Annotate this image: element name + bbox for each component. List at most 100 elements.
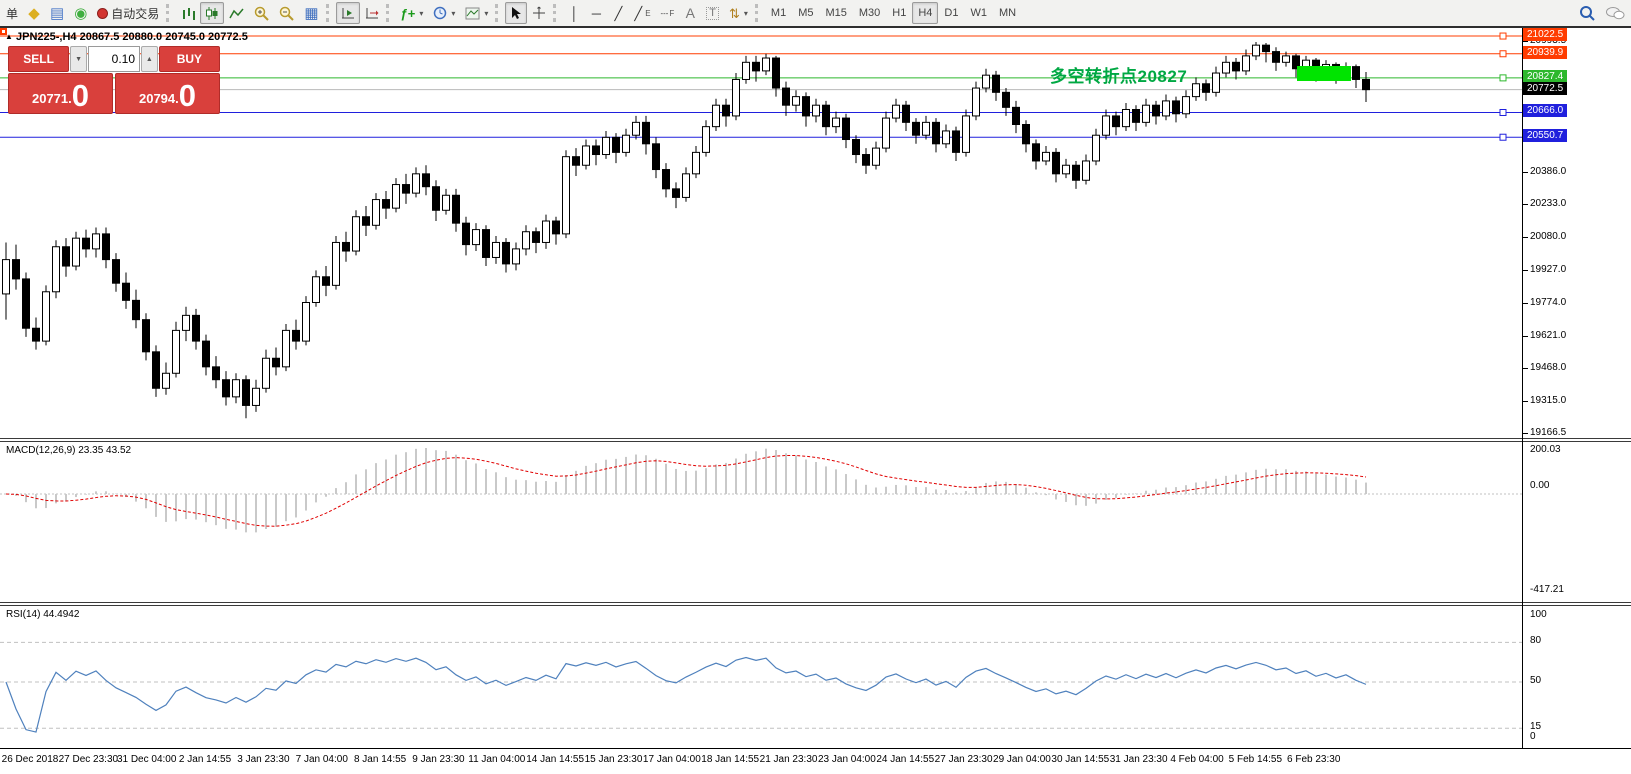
arrows-button[interactable]: ⇅ ▾ xyxy=(724,2,753,24)
rsi-axis-tick: 100 xyxy=(1530,609,1547,620)
macd-chart-canvas[interactable] xyxy=(0,442,1522,602)
pane-splitter[interactable] xyxy=(0,438,1631,442)
metaeditor-button[interactable]: ◆ xyxy=(23,2,45,24)
candlestick-chart-icon xyxy=(206,6,218,20)
sell-button[interactable]: SELL xyxy=(8,46,70,72)
rsi-label: RSI(14) 44.4942 xyxy=(6,609,80,620)
price-chart-canvas[interactable] xyxy=(0,28,1522,438)
arrows-icon: ⇅ xyxy=(729,5,740,21)
autotrading-button[interactable]: 自动交易 xyxy=(92,2,164,24)
sell-price-box[interactable]: 20771. 0 xyxy=(8,73,113,114)
zoom-out-button[interactable] xyxy=(274,2,299,24)
time-axis-label: 27 Jan 23:30 xyxy=(934,754,993,765)
macd-label: MACD(12,26,9) 23.35 43.52 xyxy=(6,445,132,456)
time-axis-label: 31 Jan 23:30 xyxy=(1109,754,1168,765)
timeframe-m30-button[interactable]: M30 xyxy=(853,2,886,24)
trend-line-icon: ╱ xyxy=(614,5,623,21)
crosshair-button[interactable] xyxy=(527,2,551,24)
data-window-icon: ▤ xyxy=(50,4,65,22)
data-window-button[interactable]: ▤ xyxy=(45,2,69,24)
time-axis-label: 18 Jan 14:55 xyxy=(701,754,760,765)
chart-annotation-text: 多空转折点20827 xyxy=(1050,67,1188,86)
price-tick: 19166.5 xyxy=(1522,427,1567,439)
navigator-button[interactable]: ◉ xyxy=(69,2,92,24)
timeframe-h4-button[interactable]: H4 xyxy=(912,2,939,24)
price-tick: 19927.0 xyxy=(1522,263,1567,275)
buy-button[interactable]: BUY xyxy=(158,46,220,72)
price-tick: 20080.0 xyxy=(1522,231,1567,243)
timeframe-h1-button[interactable]: H1 xyxy=(886,2,912,24)
channel-letter: E xyxy=(645,8,651,18)
zoom-in-icon xyxy=(255,6,270,21)
toolbar-grip xyxy=(553,4,559,22)
chart-shift-button[interactable] xyxy=(360,2,384,24)
chart-window: ▲ JPN225-,H4 20867.5 20880.0 20745.0 207… xyxy=(0,28,1631,774)
clock-icon xyxy=(434,6,447,20)
indicators-button[interactable]: ƒ+ ▾ xyxy=(396,2,429,24)
zoom-in-button[interactable] xyxy=(249,2,274,24)
time-axis-label: 29 Jan 04:00 xyxy=(993,754,1051,765)
toolbar-grip xyxy=(754,4,761,22)
text-button[interactable]: A xyxy=(679,2,701,24)
price-axis[interactable]: 20993.520386.020233.020080.019927.019774… xyxy=(1522,28,1631,748)
new-order-button[interactable]: 单 xyxy=(1,2,23,24)
current-price-label: 20772.5 xyxy=(1523,81,1568,95)
timeframe-w1-button[interactable]: W1 xyxy=(964,2,993,24)
timeframe-d1-button[interactable]: D1 xyxy=(938,2,964,24)
rsi-axis-tick: 15 xyxy=(1530,721,1542,733)
toolbar-grip xyxy=(495,4,501,22)
time-axis-label: 21 Jan 23:30 xyxy=(759,754,818,765)
timeframe-mn-button[interactable]: MN xyxy=(993,2,1022,24)
bar-chart-icon xyxy=(183,7,196,20)
buy-price-box[interactable]: 20794. 0 xyxy=(115,73,220,114)
level-price-label: 21022.5 xyxy=(1523,28,1568,42)
bar-chart-button[interactable] xyxy=(176,2,200,24)
time-axis-label: 3 Jan 23:30 xyxy=(237,754,290,765)
crosshair-icon xyxy=(533,6,546,19)
timeframe-m5-button[interactable]: M5 xyxy=(792,2,819,24)
autotrading-icon xyxy=(97,7,109,19)
timeframe-m1-button[interactable]: M1 xyxy=(765,2,792,24)
periods-button[interactable]: ▾ xyxy=(428,2,460,24)
auto-scroll-icon xyxy=(341,7,354,18)
main-toolbar: 单 ◆ ▤ ◉ 自动交易 ▦ ƒ+ ▾ ▾ ▾ xyxy=(0,0,1631,28)
templates-button[interactable]: ▾ xyxy=(460,2,493,24)
text-label-button[interactable]: T xyxy=(701,2,724,24)
text-label-icon: T xyxy=(706,6,719,20)
line-chart-button[interactable] xyxy=(224,2,249,24)
rsi-chart-canvas[interactable] xyxy=(0,606,1522,748)
horizontal-line-button[interactable]: ─ xyxy=(585,2,607,24)
trade-panel-collapse-icon[interactable]: ▲ xyxy=(5,32,13,41)
search-icon[interactable] xyxy=(1579,5,1595,21)
volume-decrease-button[interactable]: ▼ xyxy=(70,46,87,72)
time-axis[interactable]: 26 Dec 2018 27 Dec 23:30 31 Dec 04:00 2 Jan… xyxy=(0,748,1631,774)
cursor-button[interactable] xyxy=(505,2,528,24)
vertical-line-button[interactable]: │ xyxy=(563,2,585,24)
candlestick-chart-button[interactable] xyxy=(200,2,225,24)
price-tick: 19468.0 xyxy=(1522,362,1567,374)
trend-line-button[interactable]: ╱ xyxy=(607,2,629,24)
volume-input[interactable] xyxy=(88,46,140,72)
line-anchor-marker[interactable] xyxy=(0,28,7,35)
tile-windows-button[interactable]: ▦ xyxy=(299,2,323,24)
metaeditor-icon: ◆ xyxy=(28,4,40,22)
indicators-icon: ƒ+ xyxy=(400,5,416,21)
chat-icon[interactable] xyxy=(1605,6,1625,21)
time-axis-label: 14 Jan 14:55 xyxy=(526,754,585,765)
timeframe-m15-button[interactable]: M15 xyxy=(819,2,852,24)
fibonacci-button[interactable]: ┄ F xyxy=(656,2,680,24)
auto-scroll-button[interactable] xyxy=(335,2,360,24)
toolbar-grip xyxy=(385,4,392,22)
time-axis-label: 30 Jan 14:55 xyxy=(1051,754,1110,765)
chart-shift-icon xyxy=(365,7,378,18)
equidistant-channel-button[interactable]: ╱ E xyxy=(629,2,655,24)
text-icon: A xyxy=(685,5,695,21)
time-axis-label: 5 Feb 14:55 xyxy=(1228,754,1283,765)
volume-increase-button[interactable]: ▲ xyxy=(141,46,158,72)
price-tick: 19774.0 xyxy=(1522,296,1567,308)
chart-title: JPN225-,H4 20867.5 20880.0 20745.0 20772… xyxy=(16,31,248,43)
pane-splitter[interactable] xyxy=(0,602,1631,606)
vertical-line-icon: │ xyxy=(570,5,579,21)
time-axis-label: 24 Jan 14:55 xyxy=(876,754,935,765)
macd-axis-max: 200.03 xyxy=(1530,444,1561,455)
